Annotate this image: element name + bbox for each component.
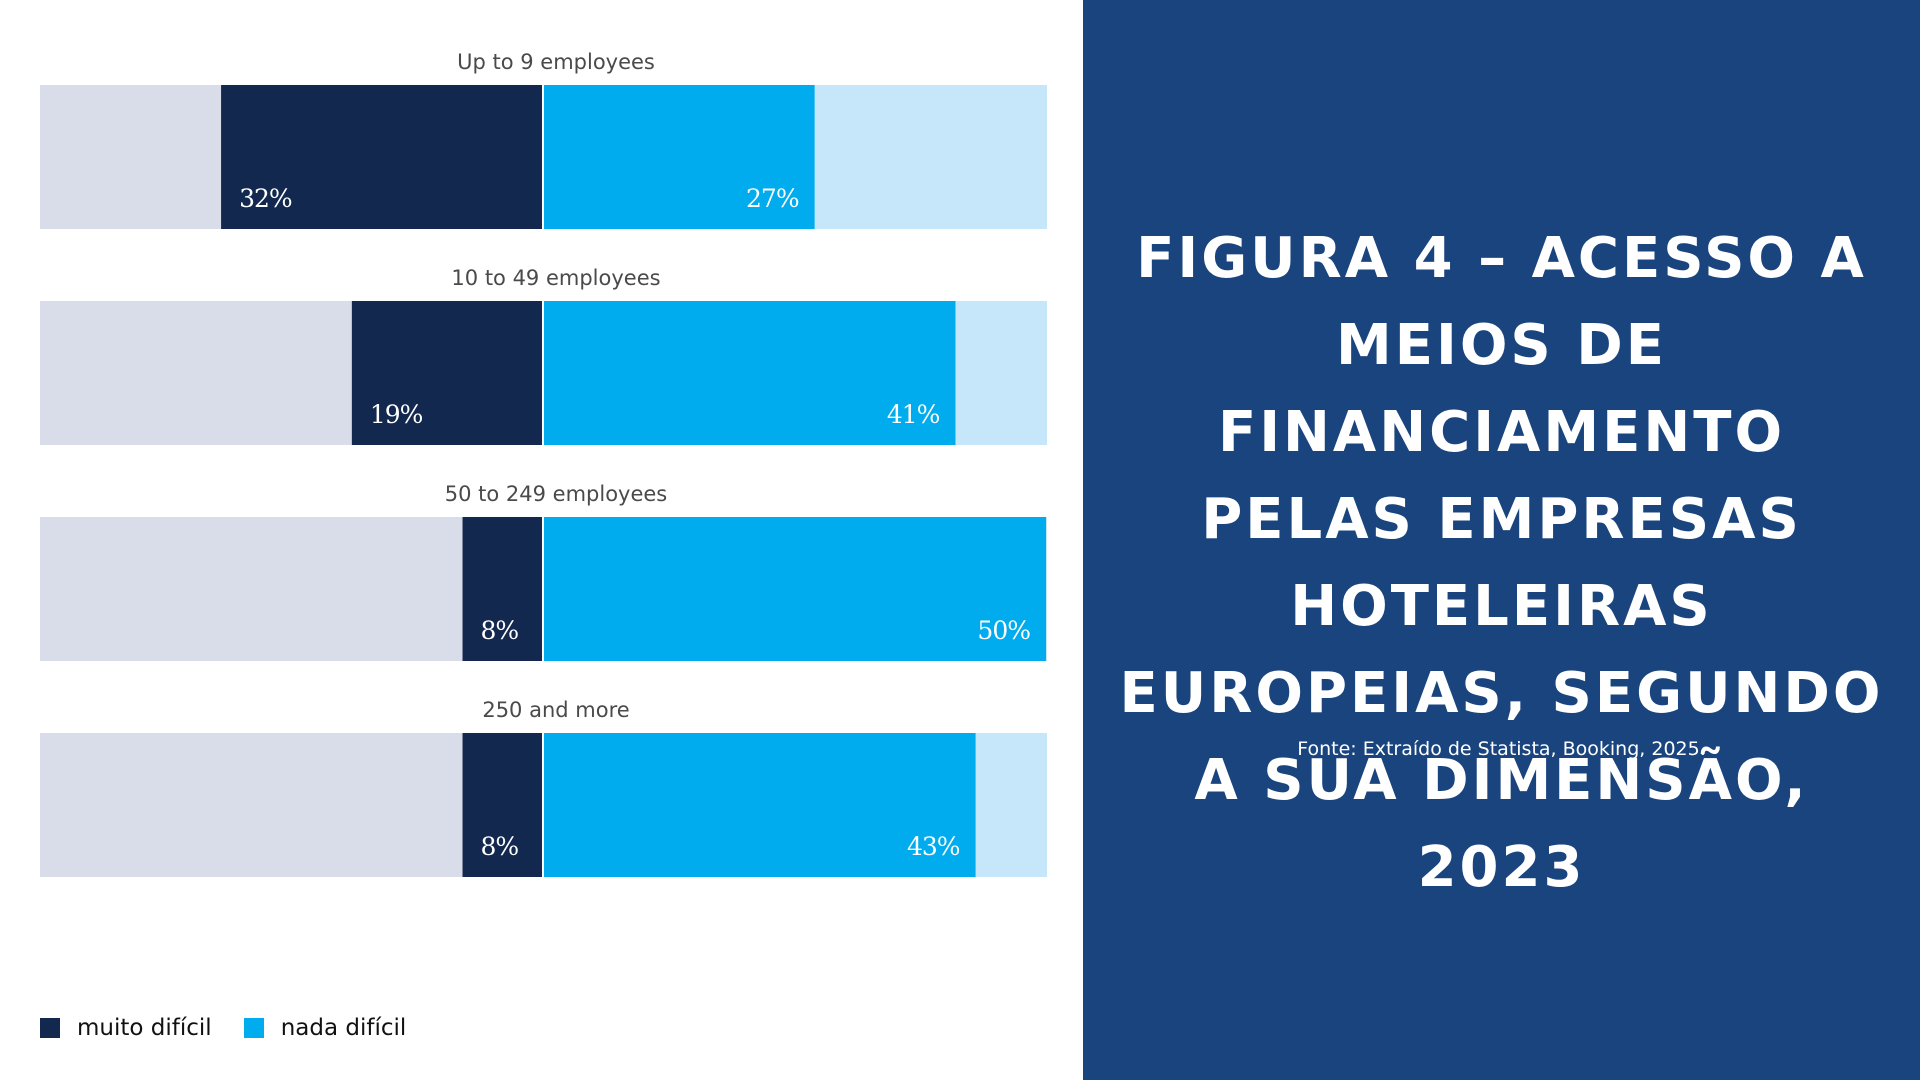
group-label-2: 10 to 49 employees [451,266,660,290]
group-label-1: Up to 9 employees [457,50,655,74]
legend-swatch-nada-dificil [243,1018,264,1038]
diverging-bar-chart: Up to 9 employees 32% 27% 10 to 49 employee… [40,50,1047,877]
bar-nada-dificil-1 [544,85,815,229]
value-label-muito-dificil-2: 19% [370,400,423,429]
legend-item-nada-dificil: nada difícil [243,1015,407,1041]
bar-nada-dificil-4 [544,733,976,877]
source-note: Fonte: Extraído de Statista, Booking, 20… [1297,738,1706,760]
value-label-muito-dificil-3: 8% [481,616,519,645]
bar-muito-dificil-2 [351,301,543,445]
legend-label-muito-dificil: muito difícil [77,1015,212,1041]
value-label-muito-dificil-1: 32% [239,184,292,213]
value-label-nada-dificil-4: 43% [907,832,960,861]
background-left-3 [40,517,543,661]
group-label-4: 250 and more [482,698,629,722]
bar-muito-dificil-1 [221,85,543,229]
legend-swatch-muito-dificil [40,1018,60,1038]
value-label-muito-dificil-4: 8% [481,832,519,861]
bar-muito-dificil-4 [462,733,543,877]
legend-label-nada-dificil: nada difícil [280,1015,407,1041]
background-left-4 [40,733,543,877]
value-label-nada-dificil-1: 27% [746,184,799,213]
chart-legend: muito difícil nada difícil [40,1015,438,1041]
chart-area: Up to 9 employees 32% 27% 10 to 49 employee… [40,50,1047,1041]
bar-nada-dificil-3 [544,517,1046,661]
legend-item-muito-dificil: muito difícil [40,1015,212,1041]
value-label-nada-dificil-3: 50% [977,616,1030,645]
bar-nada-dificil-2 [544,301,956,445]
bar-muito-dificil-3 [462,517,543,661]
group-label-3: 50 to 249 employees [445,482,668,506]
value-label-nada-dificil-2: 41% [887,400,940,429]
title-panel: FIGURA 4 – ACESSO A MEIOS DE FINANCIAMEN… [1083,0,1920,1080]
figure-title: FIGURA 4 – ACESSO A MEIOS DE FINANCIAMEN… [1119,226,1884,900]
